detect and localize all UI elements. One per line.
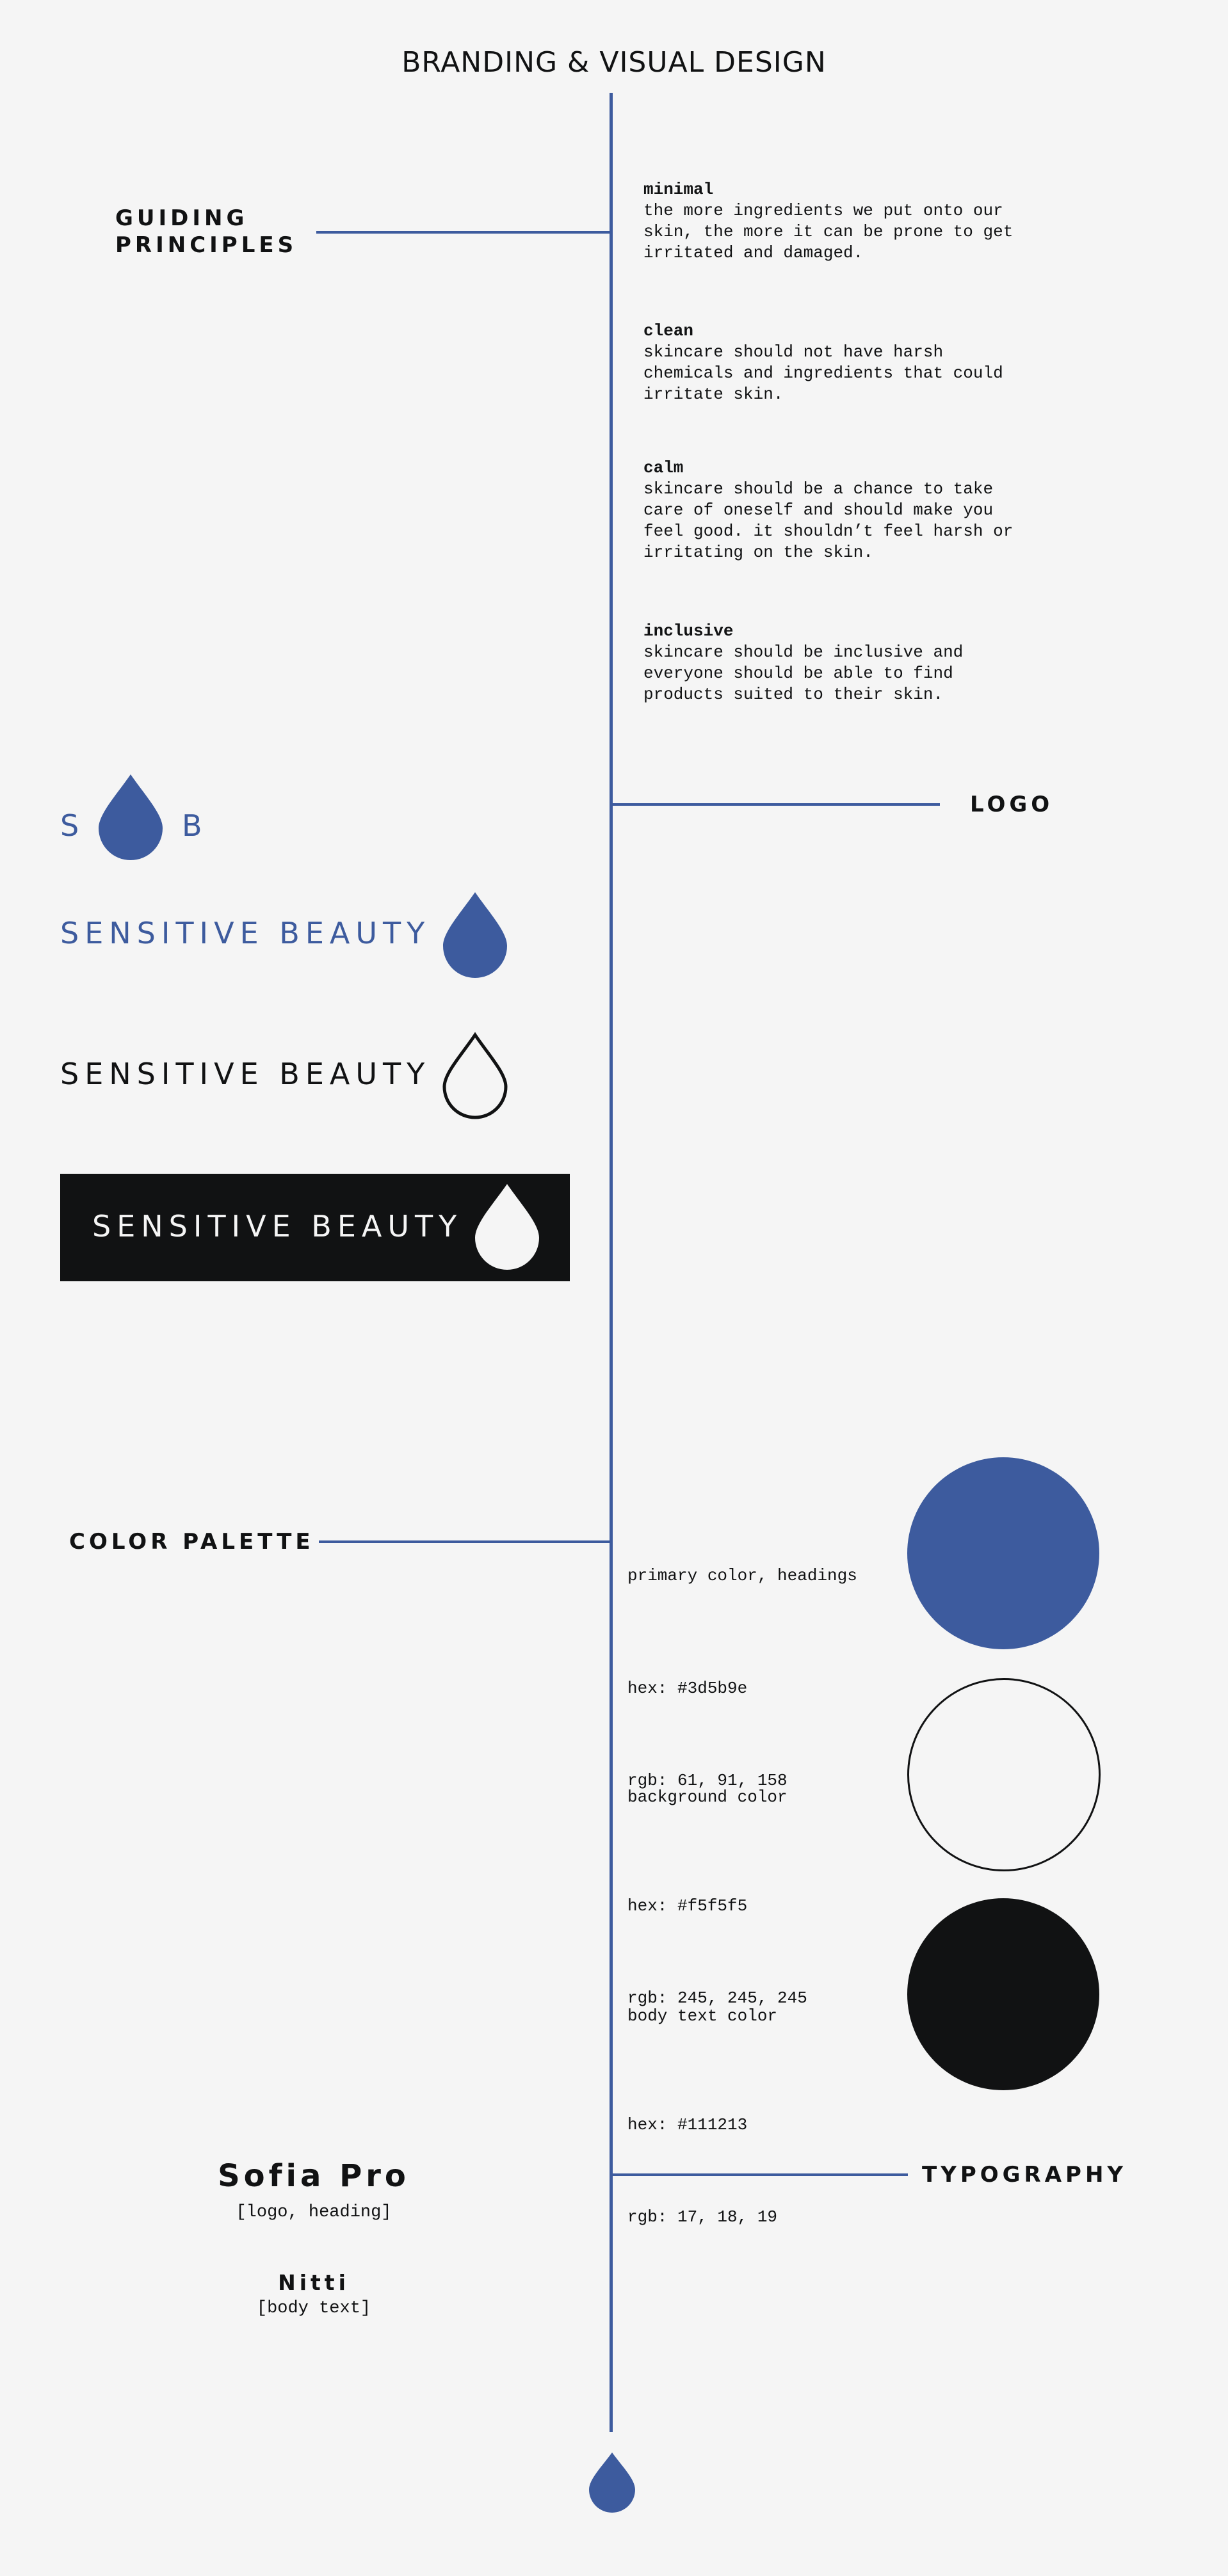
principle-title: clean — [643, 321, 694, 340]
wordmark-white: SENSITIVE BEAUTY — [92, 1209, 463, 1244]
swatch-text-info: body text color hex: #111213 rgb: 17, 18… — [627, 1939, 903, 2263]
swatch-name: body text color — [627, 2006, 778, 2026]
swatch-name: background color — [627, 1788, 788, 1807]
font-sofia-pro: Sofia Pro — [218, 2158, 410, 2194]
swatch-hex: hex: #111213 — [627, 2115, 748, 2134]
typography-label: TYPOGRAPHY — [922, 2162, 1127, 2188]
guiding-principles-label-line1: GUIDING — [115, 205, 248, 231]
droplet-icon — [589, 2452, 635, 2513]
wordmark-blue: SENSITIVE BEAUTY — [60, 916, 431, 950]
principle-title: calm — [643, 458, 684, 477]
swatch-background-info: background color hex: #f5f5f5 rgb: 245, … — [627, 1720, 903, 2044]
page-title: BRANDING & VISUAL DESIGN — [401, 46, 827, 79]
droplet-icon — [99, 774, 163, 860]
monogram-letter-s: S — [60, 808, 79, 843]
swatch-rgb: rgb: 61, 91, 158 — [627, 1771, 788, 1790]
font-nitti: Nitti — [278, 2270, 350, 2295]
guiding-principles-label: GUIDING PRINCIPLES — [115, 205, 297, 259]
principle-calm: calm skincare should be a chance to take… — [643, 458, 1079, 563]
logo-connector — [611, 803, 940, 806]
swatch-primary-circle — [907, 1457, 1099, 1649]
droplet-icon — [443, 892, 507, 978]
swatch-rgb: rgb: 17, 18, 19 — [627, 2207, 778, 2227]
swatch-rgb: rgb: 245, 245, 245 — [627, 1988, 807, 2008]
typography-connector — [611, 2173, 908, 2176]
principle-title: inclusive — [643, 621, 734, 641]
principle-clean: clean skincare should not have harsh che… — [643, 321, 1079, 405]
principle-body: skincare should be a chance to take care… — [643, 479, 1014, 562]
principle-body: skincare should be inclusive and everyon… — [643, 643, 964, 704]
principle-inclusive: inclusive skincare should be inclusive a… — [643, 621, 1079, 705]
guiding-principles-label-line2: PRINCIPLES — [115, 232, 298, 258]
principle-body: the more ingredients we put onto our ski… — [643, 201, 1014, 262]
principle-body: skincare should not have harsh chemicals… — [643, 342, 1003, 404]
swatch-name: primary color, headings — [627, 1566, 857, 1585]
font-sofia-pro-usage: [logo, heading] — [236, 2203, 392, 2222]
wordmark-black: SENSITIVE BEAUTY — [60, 1057, 431, 1091]
swatch-primary-info: primary color, headings hex: #3d5b9e rgb… — [627, 1499, 903, 1827]
color-palette-connector — [319, 1540, 611, 1543]
guiding-principles-connector — [316, 231, 611, 234]
principle-minimal: minimal the more ingredients we put onto… — [643, 179, 1079, 264]
logo-label: LOGO — [970, 792, 1054, 817]
swatch-hex: hex: #3d5b9e — [627, 1679, 748, 1698]
swatch-background-circle — [907, 1678, 1101, 1871]
monogram-letter-b: B — [182, 808, 202, 843]
swatch-hex: hex: #f5f5f5 — [627, 1896, 748, 1916]
font-nitti-usage: [body text] — [256, 2299, 371, 2318]
color-palette-label: COLOR PALETTE — [69, 1529, 314, 1555]
droplet-icon — [475, 1184, 539, 1270]
droplet-outline-icon — [442, 1032, 508, 1119]
principle-title: minimal — [643, 180, 714, 199]
swatch-text-circle — [907, 1898, 1099, 2090]
timeline-line — [610, 93, 613, 2432]
